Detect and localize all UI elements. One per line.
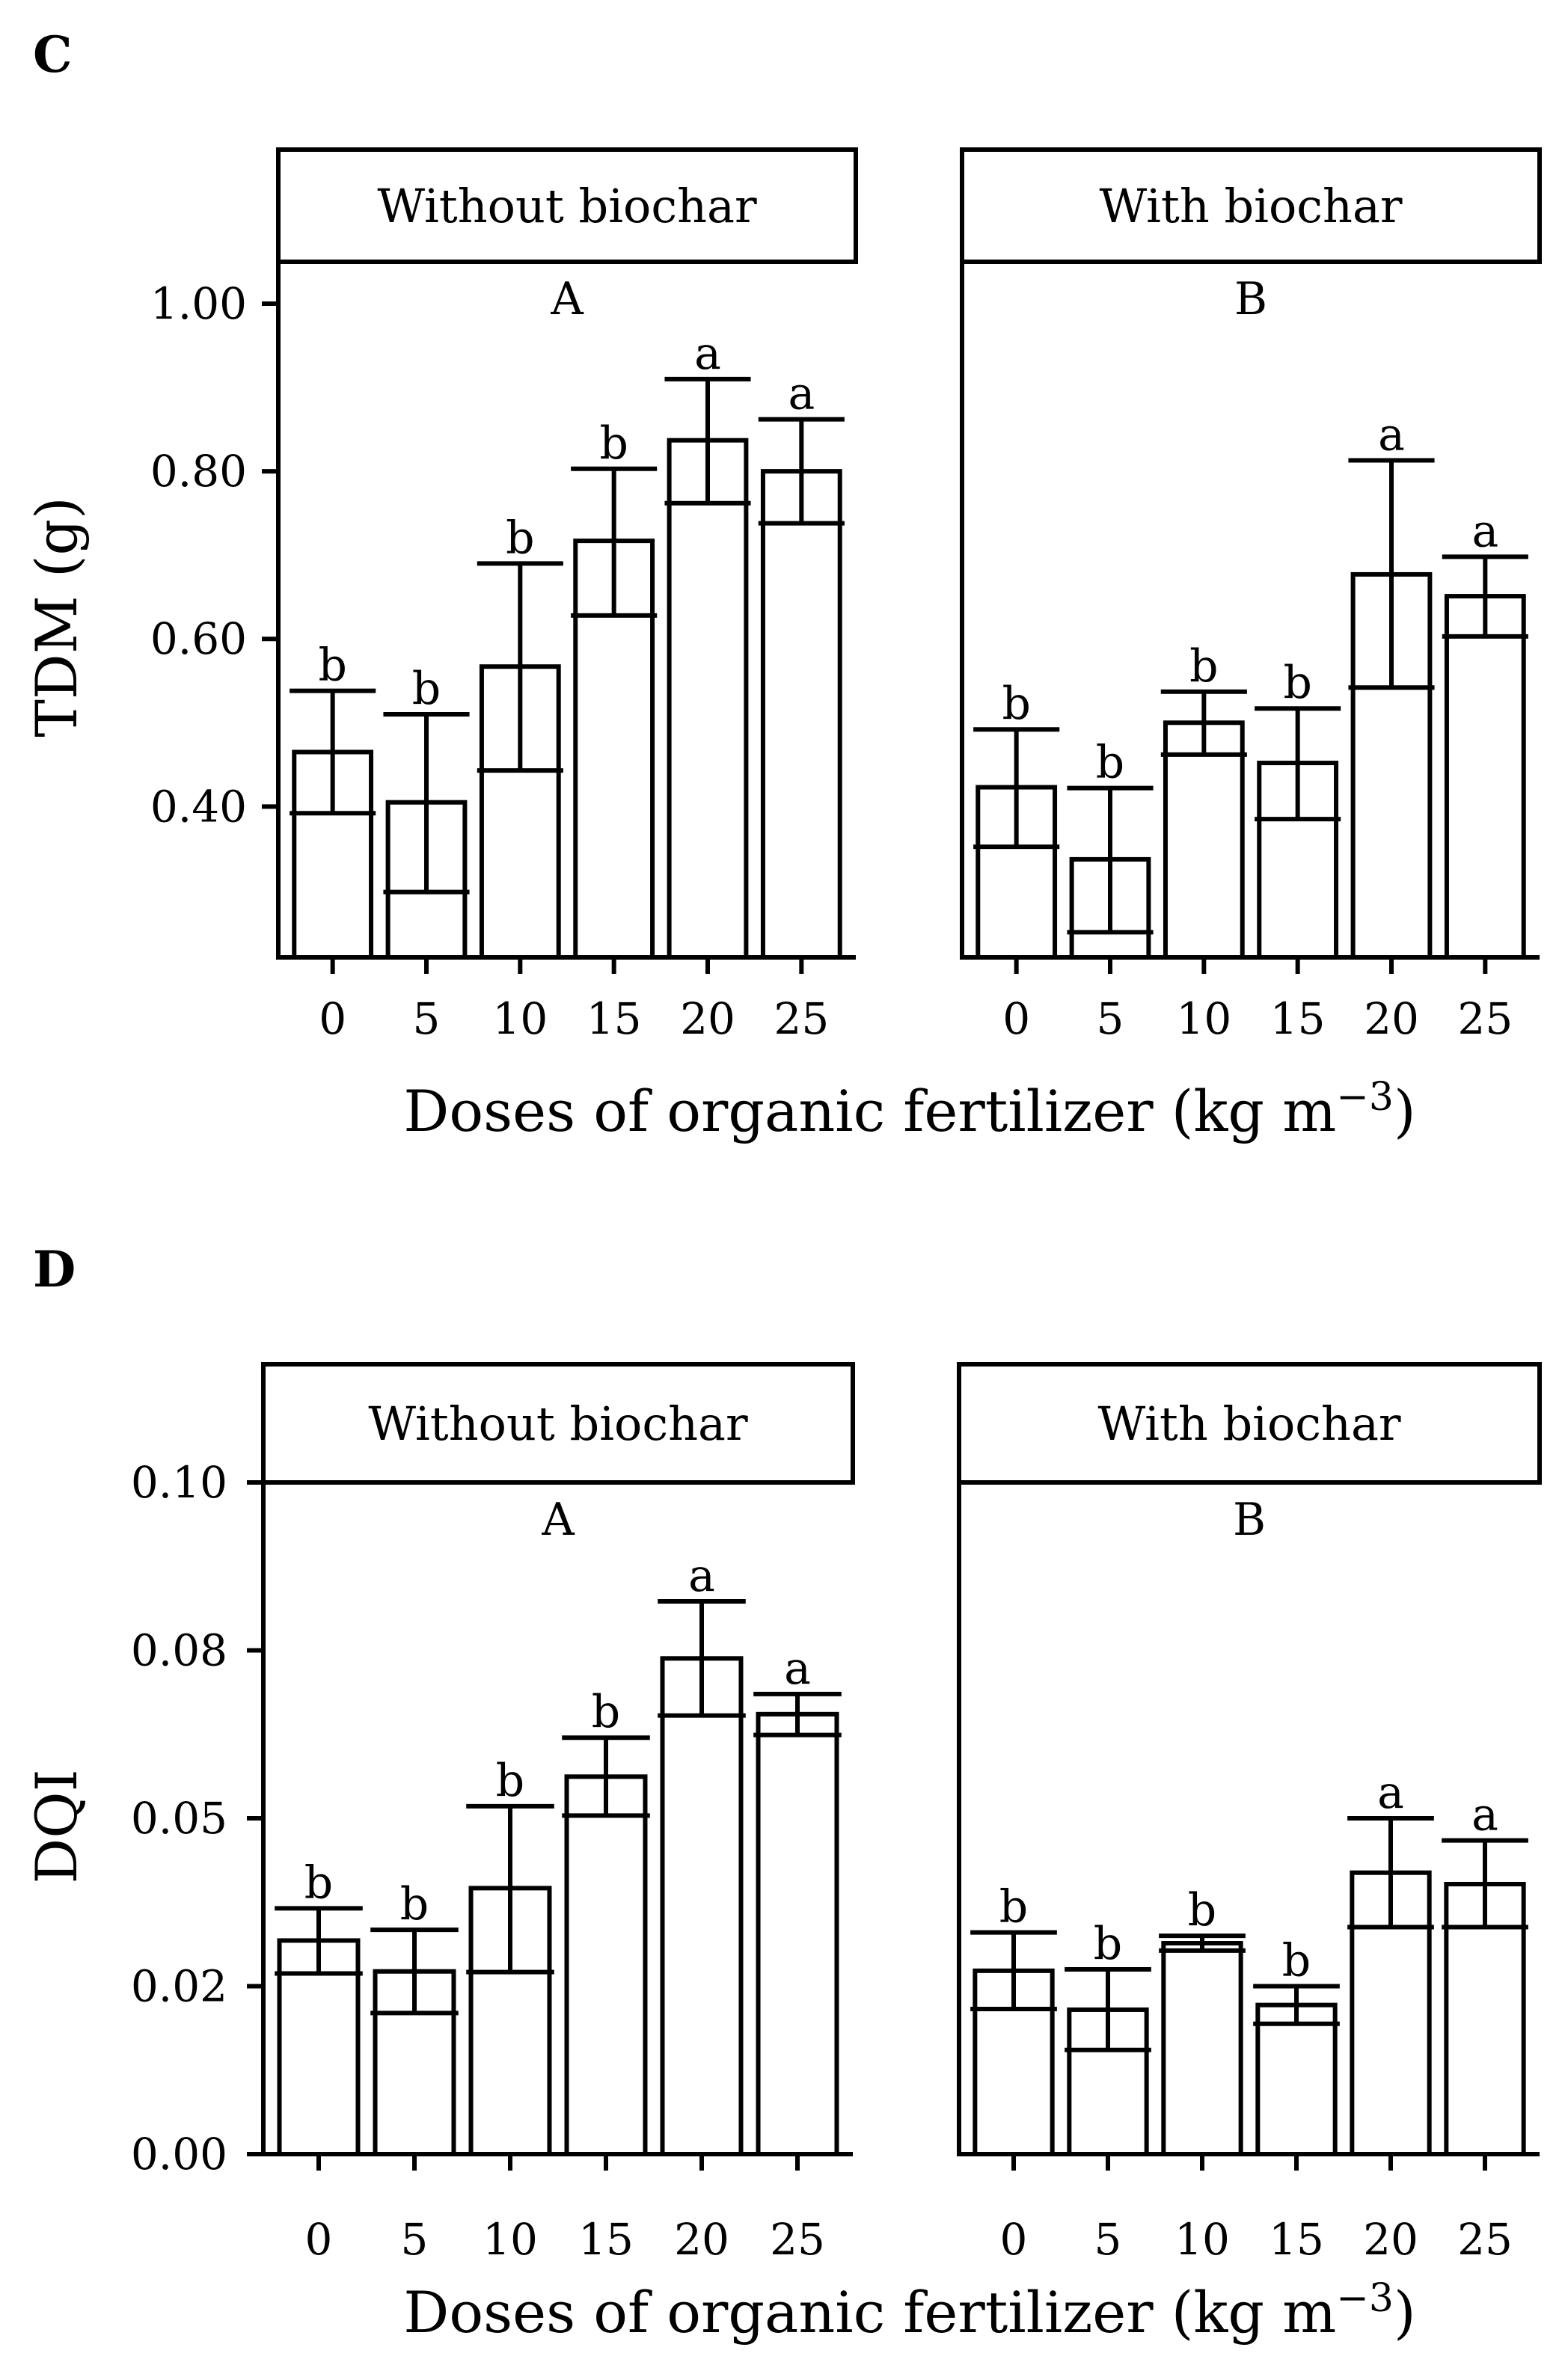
chart-c-facet-1-significance-letter: a bbox=[788, 368, 815, 420]
panel-d-tag: D bbox=[33, 1240, 76, 1298]
chart-panel-c: C 0.40 0.60 0.80 1.00 Without biochar Ab 0 b 5 b 1… bbox=[23, 25, 1542, 1144]
chart-d-facet-1-significance-letter: b bbox=[304, 1856, 333, 1909]
chart-c-y-tick-label: 0.40 bbox=[150, 781, 247, 832]
chart-c-facet-1-x-tick-label: 25 bbox=[774, 993, 829, 1044]
chart-c-facet-1-bar bbox=[760, 469, 842, 960]
chart-c-facet-2-strip-label: With biochar bbox=[1099, 179, 1402, 233]
chart-c-facet-2-x-tick-label: 20 bbox=[1364, 993, 1419, 1044]
chart-d-facet-1-significance-letter: b bbox=[592, 1686, 620, 1738]
chart-d-facet-2-significance-letter: b bbox=[1094, 1918, 1122, 1970]
chart-d-x-axis-title: Doses of organic fertilizer (kg m−3) bbox=[403, 2276, 1415, 2346]
chart-c-facet-2-x-tick-label: 5 bbox=[1097, 993, 1124, 1044]
chart-c-facet-2-significance-letter: b bbox=[1096, 737, 1124, 789]
chart-d-facet-1-group-letter: A bbox=[541, 1494, 575, 1546]
chart-c-facet-2-significance-letter: b bbox=[1189, 640, 1218, 693]
chart-d-x-axis-title-close: ) bbox=[1394, 2279, 1416, 2346]
chart-d-y-tick-label: 0.00 bbox=[131, 2129, 227, 2180]
chart-c-y-tick-label: 0.80 bbox=[150, 446, 247, 497]
chart-d-facet-1-significance-letter: b bbox=[400, 1878, 429, 1930]
chart-d-facet-2-strip bbox=[957, 1362, 1542, 1485]
chart-c-facet-2-bar bbox=[1163, 720, 1245, 960]
chart-d-facet-1-bar bbox=[756, 1711, 839, 2157]
chart-c-facet-2-strip bbox=[960, 147, 1542, 264]
chart-c-facet-2-group-letter: B bbox=[1234, 273, 1267, 325]
chart-d-facet-2-significance-letter: a bbox=[1377, 1767, 1404, 1819]
chart-c-facet-1: Without biochar Ab 0 b 5 b 10 b 15 a 20 a 25 bbox=[276, 147, 858, 1044]
chart-c-facet-1-significance-letter: a bbox=[694, 328, 721, 380]
chart-d-facet-2-strip-label: With biochar bbox=[1097, 1396, 1400, 1451]
chart-d-plot-area: 0.00 0.02 0.05 0.08 0.10 Without biochar Ab 0 b 5… bbox=[131, 1362, 1542, 2265]
chart-c-facet-1-x-tick-label: 15 bbox=[587, 993, 642, 1044]
chart-d-x-axis-title-main: Doses of organic fertilizer (kg m bbox=[403, 2279, 1336, 2346]
chart-d-facet-1-x-tick-label: 20 bbox=[674, 2214, 729, 2265]
chart-d-facet-1-x-tick-label: 15 bbox=[578, 2214, 634, 2265]
chart-c-y-tick-label: 0.60 bbox=[150, 613, 247, 664]
chart-d-y-tick-label: 0.05 bbox=[131, 1793, 227, 1844]
chart-d-facet-2-x-tick-label: 20 bbox=[1363, 2214, 1418, 2265]
chart-d-facet-1-bar bbox=[660, 1656, 744, 2156]
chart-c-facet-1-x-tick-label: 0 bbox=[319, 993, 346, 1044]
chart-d-y-tick-label: 0.02 bbox=[131, 1961, 227, 2012]
chart-c-x-axis-title-close: ) bbox=[1394, 1078, 1416, 1144]
chart-c-y-axis-title: TDM (g) bbox=[23, 497, 90, 737]
chart-c-y-tick-label: 1.00 bbox=[150, 278, 247, 329]
chart-c-plot-area: 0.40 0.60 0.80 1.00 Without biochar Ab 0 b 5 b 10 b… bbox=[150, 147, 1542, 1044]
chart-d-facet-1-x-tick-label: 10 bbox=[483, 2214, 538, 2265]
chart-d-facet-1-x-tick-label: 25 bbox=[770, 2214, 825, 2265]
chart-c-facet-2-significance-letter: b bbox=[1283, 657, 1311, 709]
chart-c-facet-2-significance-letter: a bbox=[1378, 409, 1405, 461]
chart-c-facet-1-x-tick-label: 5 bbox=[413, 993, 441, 1044]
chart-c-facet-2-x-tick-label: 10 bbox=[1176, 993, 1231, 1044]
chart-c-facet-1-significance-letter: b bbox=[599, 417, 628, 470]
panel-c-tag: C bbox=[33, 25, 73, 84]
chart-d-facet-2: With biochar Bb 0 b 5 b 10 b 15 a 20 a 25 bbox=[957, 1362, 1542, 2265]
chart-d-facet-2-significance-letter: b bbox=[999, 1881, 1028, 1933]
chart-c-x-axis-title: Doses of organic fertilizer (kg m−3) bbox=[403, 1075, 1415, 1144]
chart-c-x-axis-title-main: Doses of organic fertilizer (kg m bbox=[403, 1078, 1336, 1144]
chart-c-facet-1-significance-letter: b bbox=[412, 663, 441, 715]
chart-c-facet-2-x-tick-label: 15 bbox=[1270, 993, 1326, 1044]
chart-c-facet-1-x-tick-label: 10 bbox=[492, 993, 548, 1044]
chart-d-facet-2-bar bbox=[1161, 1941, 1243, 2157]
chart-c-facet-1-x-tick-label: 20 bbox=[680, 993, 735, 1044]
chart-d-facet-1-strip bbox=[261, 1362, 855, 1485]
chart-c-facet-1-strip-label: Without biochar bbox=[377, 179, 757, 233]
chart-d-facet-2-x-tick-label: 25 bbox=[1457, 2214, 1513, 2265]
chart-c-x-axis-title-exponent: −3 bbox=[1336, 1075, 1394, 1120]
chart-d-facet-2-significance-letter: b bbox=[1282, 1935, 1311, 1987]
chart-d-facet-2-significance-letter: a bbox=[1471, 1789, 1498, 1841]
chart-d-y-axis-title: DQI bbox=[23, 1769, 90, 1883]
chart-c-facet-2-x-tick-label: 25 bbox=[1457, 993, 1513, 1044]
chart-c-facet-2: With biochar Bb 0 b 5 b 10 b 15 a 20 a 25 bbox=[960, 147, 1542, 1044]
chart-d-facet-2-x-tick-label: 0 bbox=[1000, 2214, 1028, 2265]
chart-d-facet-1: Without biochar Ab 0 b 5 b 10 b 15 a 20 a 25 bbox=[261, 1362, 855, 2265]
chart-d-facet-2-bar bbox=[1255, 2002, 1338, 2157]
chart-d-facet-1-x-tick-label: 0 bbox=[305, 2214, 333, 2265]
chart-d-facet-1-x-tick-label: 5 bbox=[401, 2214, 429, 2265]
chart-c-facet-1-bar bbox=[667, 438, 749, 960]
chart-d-facet-1-significance-letter: a bbox=[688, 1550, 715, 1602]
chart-c-facet-2-x-tick-label: 0 bbox=[1002, 993, 1030, 1044]
chart-d-facet-2-significance-letter: b bbox=[1188, 1884, 1216, 1936]
chart-d-facet-1-significance-letter: b bbox=[496, 1755, 524, 1807]
chart-c-facet-1-significance-letter: b bbox=[318, 640, 346, 692]
chart-d-facet-2-group-letter: B bbox=[1233, 1494, 1266, 1546]
chart-c-facet-1-significance-letter: b bbox=[506, 512, 534, 564]
chart-d-x-axis-title-exponent: −3 bbox=[1336, 2276, 1394, 2321]
chart-d-facet-1-strip-label: Without biochar bbox=[368, 1396, 748, 1451]
chart-d-facet-2-x-tick-label: 10 bbox=[1174, 2214, 1230, 2265]
chart-c-facet-2-significance-letter: a bbox=[1471, 505, 1498, 557]
chart-c-facet-1-group-letter: A bbox=[550, 273, 584, 325]
chart-d-facet-1-significance-letter: a bbox=[784, 1643, 811, 1695]
chart-c-facet-2-significance-letter: b bbox=[1002, 678, 1030, 730]
chart-d-facet-2-x-tick-label: 15 bbox=[1269, 2214, 1324, 2265]
chart-c-facet-2-bar bbox=[1444, 594, 1526, 960]
chart-c-facet-1-strip bbox=[276, 147, 858, 264]
chart-d-facet-2-x-tick-label: 5 bbox=[1094, 2214, 1122, 2265]
chart-d-y-tick-label: 0.10 bbox=[131, 1457, 227, 1508]
chart-d-facet-1-bar bbox=[564, 1774, 648, 2156]
chart-d-y-tick-label: 0.08 bbox=[131, 1625, 227, 1676]
